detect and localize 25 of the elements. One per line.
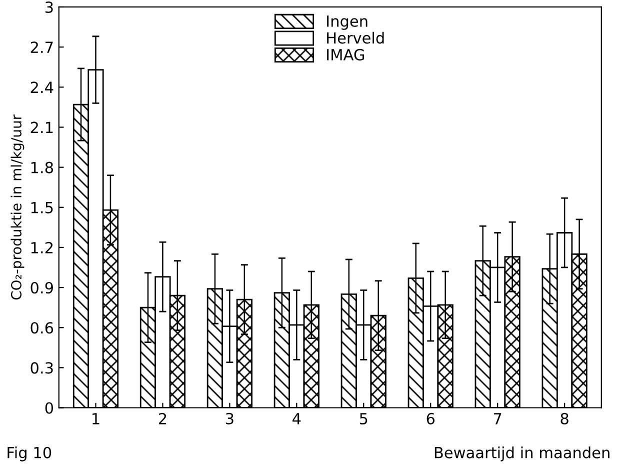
y-tick-label: 2.4 [30,82,54,93]
legend-label: Ingen [327,16,368,30]
y-tick-label: 0 [45,402,54,414]
x-tick-label: 2 [158,412,166,424]
caption: Fig 10 [8,446,52,462]
y-tick-label: 0.6 [30,322,54,334]
y-tick-label: 0.9 [30,282,53,294]
y-axis-title: CO₂-produktie in ml/kg/uur [10,114,24,300]
x-tick-label: 5 [360,413,368,424]
y-tick-label: 1.8 [31,162,53,174]
x-tick-label: 6 [426,412,435,424]
y-tick-label: 0.3 [30,362,53,374]
x-tick-label: 7 [494,413,502,424]
y-tick-label: 1.2 [31,242,53,254]
y-tick-label: 2.1 [30,122,53,134]
y-tick-label: 2.7 [30,42,53,53]
x-tick-label: 1 [92,413,100,424]
x-tick-label: 4 [292,413,301,424]
y-tick-label: 3 [45,1,53,14]
x-tick-label: 3 [226,412,234,424]
legend-label: Herveld [327,32,384,44]
y-tick-label: 1.5 [31,202,53,214]
x-axis-title: Bewaartijd in maanden [434,446,610,462]
x-tick-label: 8 [560,412,568,424]
legend-label: IMAG [327,48,364,60]
